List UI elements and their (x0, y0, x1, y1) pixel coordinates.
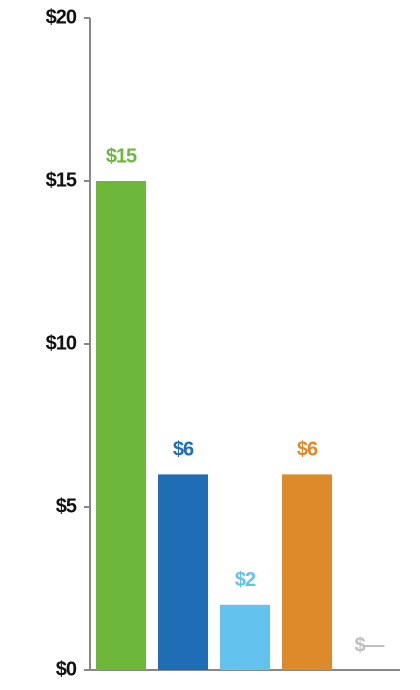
value-label: $15 (106, 145, 137, 167)
y-tick-label: $0 (56, 658, 77, 680)
y-tick-label: $10 (46, 332, 77, 354)
value-label: $6 (297, 439, 318, 461)
bar (158, 474, 208, 670)
bar (96, 181, 146, 670)
value-label: $2 (235, 569, 256, 591)
value-label: $6 (173, 439, 194, 461)
y-tick-label: $5 (56, 495, 77, 517)
value-label: $— (354, 634, 384, 656)
bar (282, 474, 332, 670)
bar (220, 604, 270, 670)
y-tick-label: $20 (46, 6, 77, 28)
y-tick-label: $15 (46, 169, 77, 191)
